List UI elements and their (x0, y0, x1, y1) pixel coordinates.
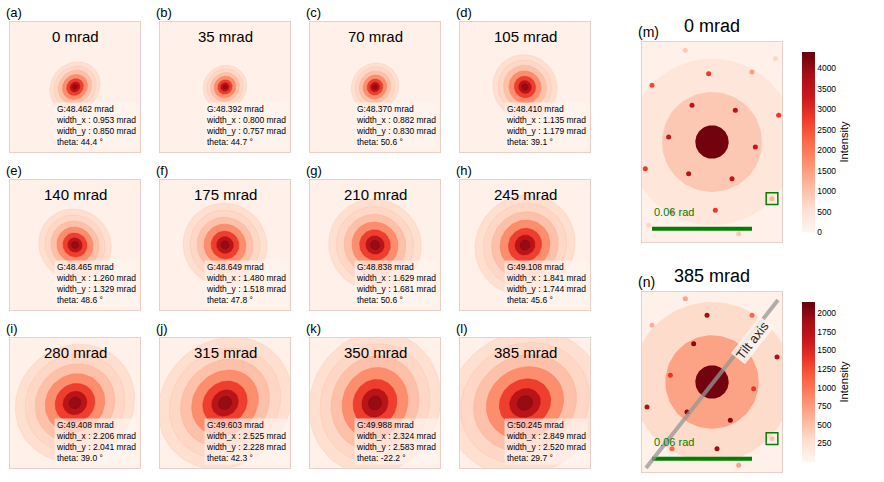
svg-text:(f): (f) (156, 163, 168, 178)
svg-text:G:48.462 mradwidth_x : 0.953 m: G:48.462 mradwidth_x : 0.953 mradwidth_y… (56, 104, 136, 147)
svg-text:245 mrad: 245 mrad (494, 186, 557, 203)
svg-text:1000: 1000 (817, 186, 836, 196)
svg-text:250: 250 (817, 438, 831, 448)
svg-text:(c): (c) (306, 5, 321, 20)
svg-text:105 mrad: 105 mrad (494, 28, 557, 45)
svg-text:280 mrad: 280 mrad (44, 344, 107, 361)
svg-text:1500: 1500 (817, 166, 836, 176)
svg-text:0.06 rad: 0.06 rad (654, 206, 694, 218)
svg-text:750: 750 (817, 401, 831, 411)
svg-text:(l): (l) (456, 321, 468, 336)
svg-text:(n): (n) (638, 274, 655, 290)
svg-text:G:48.649 mradwidth_x : 1.480 m: G:48.649 mradwidth_x : 1.480 mradwidth_y… (206, 262, 286, 305)
svg-text:G:49.408 mradwidth_x : 2.206 m: G:49.408 mradwidth_x : 2.206 mradwidth_y… (56, 420, 136, 463)
svg-text:4000: 4000 (817, 63, 836, 73)
svg-text:(g): (g) (306, 163, 322, 178)
svg-text:500: 500 (817, 207, 831, 217)
svg-text:(b): (b) (156, 5, 172, 20)
svg-text:(a): (a) (6, 5, 22, 20)
svg-text:(k): (k) (306, 321, 321, 336)
svg-text:(i): (i) (6, 321, 18, 336)
svg-text:G:50.245 mradwidth_x : 2.849 m: G:50.245 mradwidth_x : 2.849 mradwidth_y… (506, 420, 586, 463)
svg-text:Tilt axis: Tilt axis (733, 318, 772, 362)
svg-text:3000: 3000 (817, 104, 836, 114)
svg-text:G:49.108 mradwidth_x : 1.841 m: G:49.108 mradwidth_x : 1.841 mradwidth_y… (506, 262, 586, 305)
svg-text:1000: 1000 (817, 383, 836, 393)
svg-text:Intensity: Intensity (838, 121, 850, 162)
svg-text:385 mrad: 385 mrad (674, 266, 750, 286)
svg-text:140 mrad: 140 mrad (44, 186, 107, 203)
svg-text:0: 0 (817, 227, 822, 237)
svg-text:(e): (e) (6, 163, 22, 178)
svg-text:35 mrad: 35 mrad (198, 28, 253, 45)
svg-text:350 mrad: 350 mrad (344, 344, 407, 361)
svg-text:70 mrad: 70 mrad (348, 28, 403, 45)
svg-text:1750: 1750 (817, 327, 836, 337)
svg-text:(j): (j) (156, 321, 168, 336)
svg-text:385 mrad: 385 mrad (494, 344, 557, 361)
svg-text:G:49.988 mradwidth_x : 2.324 m: G:49.988 mradwidth_x : 2.324 mradwidth_y… (356, 420, 436, 463)
svg-text:175 mrad: 175 mrad (194, 186, 257, 203)
svg-text:210 mrad: 210 mrad (344, 186, 407, 203)
svg-text:0 mrad: 0 mrad (684, 16, 740, 36)
svg-text:2000: 2000 (817, 145, 836, 155)
svg-text:3500: 3500 (817, 84, 836, 94)
svg-text:G:49.603 mradwidth_x : 2.525 m: G:49.603 mradwidth_x : 2.525 mradwidth_y… (206, 420, 286, 463)
svg-text:500: 500 (817, 420, 831, 430)
svg-text:(d): (d) (456, 5, 472, 20)
svg-text:1250: 1250 (817, 364, 836, 374)
svg-text:G:48.392 mradwidth_x : 0.800 m: G:48.392 mradwidth_x : 0.800 mradwidth_y… (206, 104, 286, 147)
svg-text:315 mrad: 315 mrad (194, 344, 257, 361)
svg-text:G:48.410 mradwidth_x : 1.135 m: G:48.410 mradwidth_x : 1.135 mradwidth_y… (506, 104, 586, 147)
svg-text:1500: 1500 (817, 345, 836, 355)
svg-text:2000: 2000 (817, 308, 836, 318)
svg-text:2500: 2500 (817, 125, 836, 135)
svg-text:(h): (h) (456, 163, 472, 178)
svg-text:Intensity: Intensity (838, 361, 850, 402)
svg-text:G:48.465 mradwidth_x : 1.260 m: G:48.465 mradwidth_x : 1.260 mradwidth_y… (56, 262, 136, 305)
svg-text:G:48.370 mradwidth_x : 0.882 m: G:48.370 mradwidth_x : 0.882 mradwidth_y… (356, 104, 436, 147)
svg-text:0 mrad: 0 mrad (52, 28, 99, 45)
svg-text:(m): (m) (638, 24, 659, 40)
svg-text:0.06 rad: 0.06 rad (654, 436, 694, 448)
svg-text:G:48.838 mradwidth_x : 1.629 m: G:48.838 mradwidth_x : 1.629 mradwidth_y… (356, 262, 436, 305)
